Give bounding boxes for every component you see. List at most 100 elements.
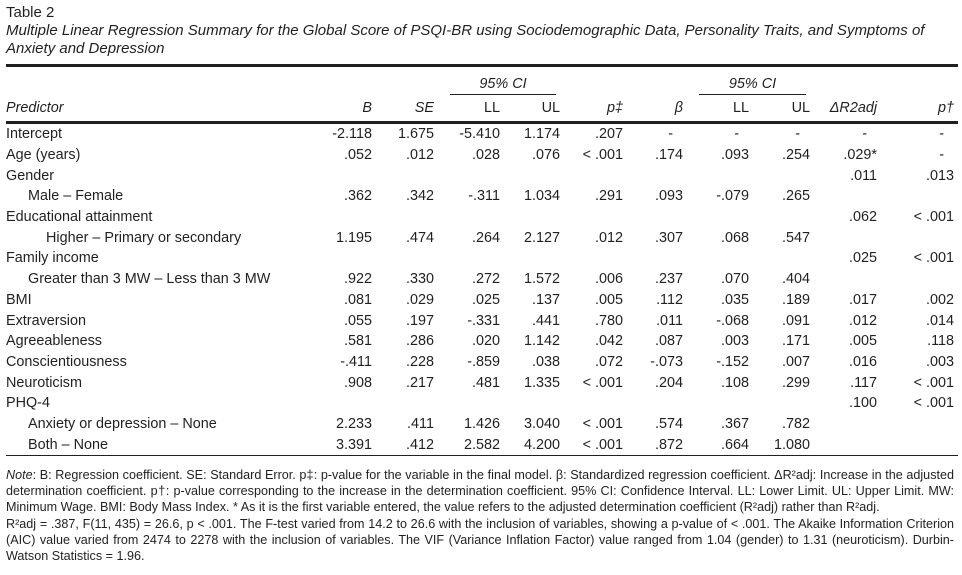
- table-cell: .007: [782, 353, 811, 370]
- table-cell: .017: [849, 291, 878, 308]
- table-cell: [753, 248, 814, 269]
- table-cell: -.311: [468, 188, 500, 205]
- row-label: Gender: [6, 167, 54, 184]
- table-cell: .016: [849, 353, 878, 370]
- table-cell: .362: [343, 188, 372, 205]
- table-cell: [687, 393, 753, 414]
- note-paragraph-2: R²adj = .387, F(11, 435) = 26.6, p < .00…: [6, 516, 954, 564]
- table-cell: .782: [782, 415, 811, 432]
- table-cell: [814, 227, 881, 248]
- table-cell: < .001: [564, 434, 628, 457]
- table-cell: [318, 207, 376, 228]
- table-cell: .087: [655, 333, 684, 350]
- table-cell: .006: [595, 271, 624, 288]
- column-header: LL: [438, 95, 504, 124]
- table-title: Multiple Linear Regression Summary for t…: [6, 22, 925, 57]
- table-cell: .003: [721, 333, 750, 350]
- table-cell: < .001: [582, 374, 624, 391]
- ci-group-header-2: 95% CI: [699, 76, 807, 95]
- table-cell: .237: [655, 271, 684, 288]
- row-label: Greater than 3 MW – Less than 3 MW: [28, 271, 271, 288]
- table-cell: .254: [782, 147, 811, 164]
- row-label: PHQ-4: [6, 395, 50, 412]
- table-cell: [564, 248, 627, 269]
- table-cell: .217: [405, 374, 434, 391]
- row-label: Neuroticism: [6, 374, 82, 391]
- table-cell: .002: [926, 291, 955, 308]
- table-cell: .307: [655, 229, 684, 246]
- table-row: Family income .025 < .001: [6, 248, 958, 269]
- table-cell: .012: [595, 229, 624, 246]
- table-cell: 1.675: [397, 126, 434, 143]
- table-cell: -: [734, 126, 740, 143]
- table-cell: -5.410: [459, 126, 500, 143]
- table-cell: .055: [343, 312, 372, 329]
- table-cell: -.411: [340, 353, 372, 370]
- table-row: Extraversion .055 .197 -.331 .441 .780 .011 -.0…: [6, 310, 958, 331]
- row-label: Age (years): [6, 147, 81, 164]
- table-cell: [504, 165, 564, 186]
- table-cell: .081: [343, 291, 372, 308]
- table-cell: -: [795, 126, 801, 143]
- table-cell: .014: [926, 312, 955, 329]
- table-row: Greater than 3 MW – Less than 3 MW .922 .3…: [6, 269, 958, 290]
- table-cell: .286: [405, 333, 434, 350]
- table-cell: [376, 165, 438, 186]
- table-cell: [376, 207, 438, 228]
- table-cell: .441: [532, 312, 561, 329]
- row-label: Family income: [6, 250, 99, 267]
- table-cell: [504, 248, 564, 269]
- table-cell: .581: [343, 333, 372, 350]
- table-cell: [627, 248, 687, 269]
- table-cell: -.073: [650, 353, 684, 370]
- table-cell: .042: [595, 333, 624, 350]
- column-header: β: [627, 95, 688, 124]
- table-cell: .171: [782, 333, 811, 350]
- table-row: Both – None 3.391.412 2.582 4.200 < .001.872…: [6, 434, 959, 457]
- table-cell: -.859: [467, 353, 500, 370]
- table-row: BMI .081 .029 .025 .137 .005 .112 .035 .189 .017.…: [6, 290, 958, 311]
- table-cell: .091: [782, 312, 811, 329]
- table-cell: .547: [782, 229, 811, 246]
- table-cell: [753, 207, 814, 228]
- table-cell: -.331: [467, 312, 500, 329]
- table-cell: .068: [721, 229, 750, 246]
- table-cell: [687, 248, 753, 269]
- table-cell: [814, 414, 881, 435]
- table-cell: .228: [405, 353, 434, 370]
- column-header: UL: [753, 95, 815, 124]
- table-cell: 1.195: [335, 229, 372, 246]
- table-row: Age (years) .052 .012 .028 .076 < .001 .174 .09…: [6, 145, 958, 166]
- table-cell: [881, 414, 958, 435]
- table-cell: .118: [927, 333, 955, 350]
- table-cell: [753, 165, 814, 186]
- table-cell: [318, 393, 376, 414]
- column-header: SE: [376, 95, 438, 124]
- table-cell: -: [939, 147, 945, 164]
- table-cell: .299: [782, 374, 811, 391]
- table-cell: .922: [343, 271, 372, 288]
- table-cell: .367: [721, 415, 750, 432]
- table-cell: [753, 393, 814, 414]
- table-cell: .072: [595, 353, 624, 370]
- table-cell: .474: [405, 229, 434, 246]
- table-cell: .204: [655, 374, 684, 391]
- table-cell: 2.127: [524, 229, 561, 246]
- table-cell: .291: [595, 188, 624, 205]
- table-row: Male – Female .362 .342 -.311 1.034 .291 .093 -…: [6, 186, 958, 207]
- table-cell: .481: [471, 374, 500, 391]
- table-cell: -: [668, 126, 674, 143]
- table-cell: 1.572: [524, 271, 561, 288]
- column-header: B: [318, 95, 376, 124]
- row-label: Anxiety or depression – None: [28, 415, 217, 432]
- table-cell: .272: [471, 271, 500, 288]
- table-cell: [564, 393, 627, 414]
- table-cell: 1.174: [524, 126, 561, 143]
- row-label: Intercept: [6, 126, 62, 143]
- table-cell: .411: [407, 415, 434, 432]
- table-cell: [881, 227, 958, 248]
- table-cell: .062: [849, 209, 878, 226]
- table-cell: .093: [721, 147, 750, 164]
- table-cell: .404: [782, 271, 811, 288]
